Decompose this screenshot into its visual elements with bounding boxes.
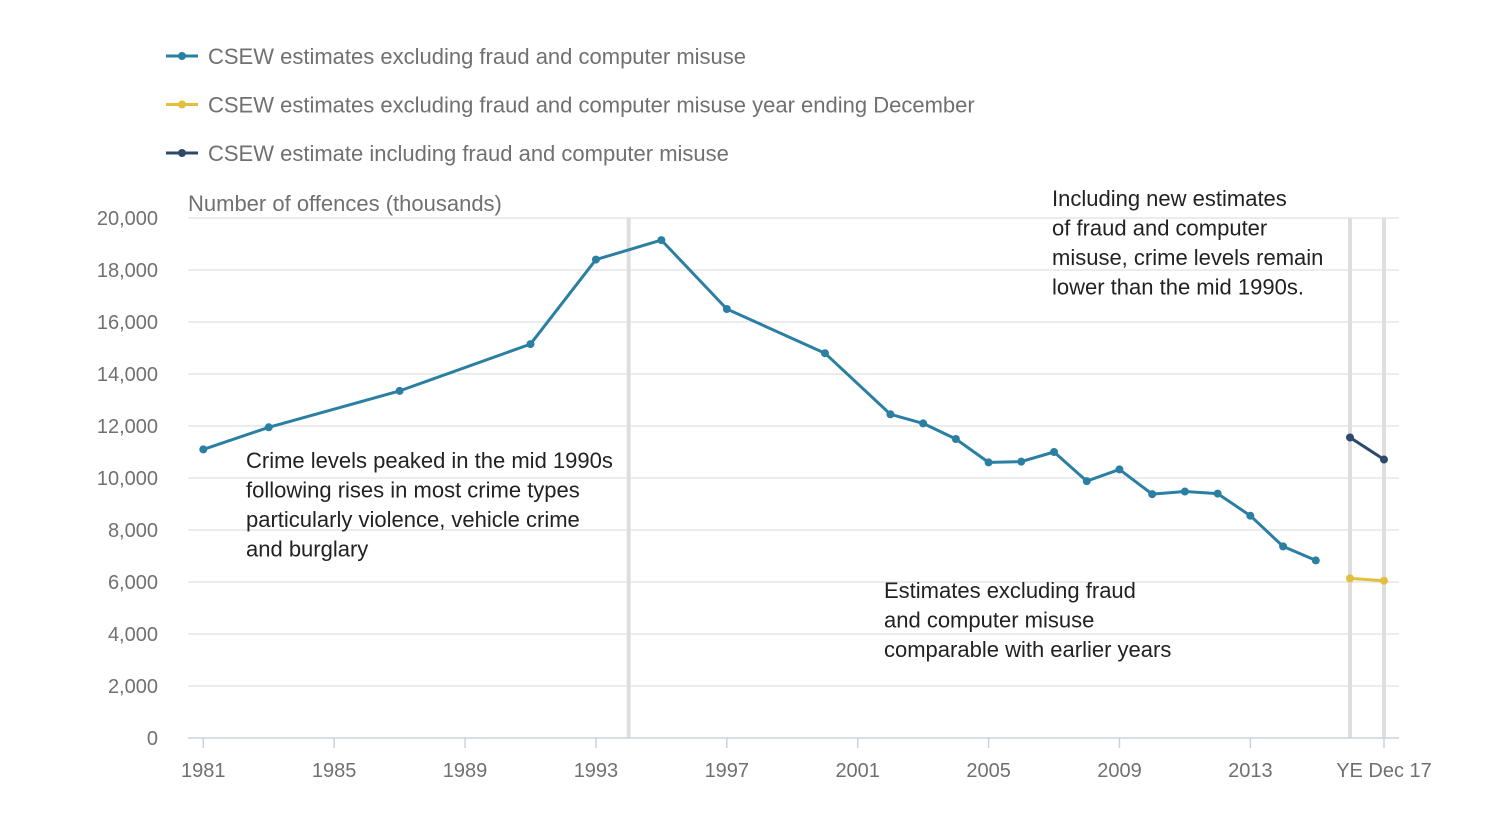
- data-point: [591, 255, 600, 264]
- reference-lines: [626, 218, 1386, 738]
- data-point: [1346, 574, 1354, 583]
- data-point: [1082, 477, 1091, 486]
- annotation-line: of fraud and computer: [1052, 216, 1267, 241]
- x-tick-label: 1997: [705, 760, 750, 782]
- y-tick-label: 4,000: [108, 624, 158, 646]
- data-point: [984, 458, 993, 467]
- y-tick-label: 6,000: [108, 572, 158, 594]
- series-2: [1346, 574, 1388, 585]
- axes: 0 2,000 4,000 6,000 8,000 10,000 12,000 14,000 1…: [97, 208, 1432, 782]
- legend-swatch-point: [178, 149, 186, 157]
- data-point: [951, 435, 960, 443]
- annotation-line: and burglary: [246, 537, 368, 562]
- gridlines: [188, 217, 1399, 687]
- data-point: [1346, 433, 1354, 442]
- y-tick-label: 2,000: [108, 676, 158, 698]
- annotation-line: comparable with earlier years: [884, 637, 1171, 662]
- data-point: [1115, 465, 1124, 474]
- data-point: [526, 340, 535, 349]
- x-tick-label: 1993: [574, 760, 619, 782]
- series-group: [199, 236, 1388, 585]
- data-point: [395, 386, 404, 395]
- series-line: [1348, 435, 1386, 462]
- data-point: [1380, 455, 1388, 464]
- y-tick-label: 20,000: [97, 208, 158, 230]
- x-tick-label: 2009: [1097, 760, 1142, 782]
- data-point: [1246, 511, 1255, 520]
- series-line: [1348, 576, 1386, 583]
- legend-label: CSEW estimates excluding fraud and compu…: [208, 93, 975, 118]
- y-tick-label: 16,000: [97, 312, 158, 334]
- series-3: [1346, 433, 1388, 464]
- data-point: [886, 410, 895, 419]
- annotation-line: Estimates excluding fraud: [884, 578, 1136, 603]
- y-tick-label: 14,000: [97, 364, 158, 386]
- data-point: [1180, 487, 1189, 496]
- data-point: [199, 445, 208, 454]
- data-point: [1213, 489, 1222, 498]
- annotation-line: particularly violence, vehicle crime: [246, 507, 580, 532]
- legend-swatch-point: [178, 100, 186, 109]
- data-point: [1050, 448, 1059, 456]
- annotation-line: lower than the mid 1990s.: [1052, 275, 1304, 300]
- annotation-line: Including new estimates: [1052, 186, 1287, 211]
- annotation-line: following rises in most crime types: [246, 478, 580, 503]
- y-axis-label: Number of offences (thousands): [188, 191, 502, 216]
- y-tick-label: 10,000: [97, 468, 158, 490]
- y-tick-label: 12,000: [97, 416, 158, 438]
- y-tick-label: 18,000: [97, 260, 158, 282]
- x-tick-label: 2001: [835, 760, 880, 782]
- legend-label: CSEW estimates excluding fraud and compu…: [208, 44, 746, 69]
- data-point: [722, 305, 731, 313]
- data-point: [264, 423, 273, 432]
- data-point: [1279, 542, 1288, 551]
- legend-label: CSEW estimate including fraud and comput…: [208, 141, 729, 166]
- annotations: Crime levels peaked in the mid 1990s foll…: [246, 186, 1323, 662]
- series-line: [201, 238, 1318, 562]
- data-point: [1311, 556, 1320, 565]
- annotation-2: Estimates excluding fraud and computer mi…: [884, 578, 1171, 662]
- annotation-line: Crime levels peaked in the mid 1990s: [246, 448, 613, 473]
- x-tick-label: 1985: [312, 760, 357, 782]
- y-tick-label: 0: [147, 728, 158, 750]
- legend-swatch-point: [178, 52, 186, 60]
- data-point: [657, 236, 666, 245]
- x-tick-label: YE Dec 17: [1336, 760, 1432, 782]
- y-tick-label: 8,000: [108, 520, 158, 542]
- annotation-3: Including new estimates of fraud and comp…: [1052, 186, 1323, 300]
- data-point: [1380, 576, 1388, 585]
- data-point: [1017, 457, 1026, 466]
- x-tick-label: 1989: [443, 760, 488, 782]
- x-tick-label: 2005: [966, 760, 1011, 782]
- x-tick-label: 1981: [181, 760, 226, 782]
- series-1: [199, 236, 1320, 565]
- data-point: [1148, 490, 1157, 499]
- annotation-line: and computer misuse: [884, 608, 1094, 633]
- x-tick-label: 2013: [1228, 760, 1273, 782]
- data-point: [820, 349, 829, 358]
- legend: CSEW estimates excluding fraud and compu…: [166, 44, 975, 166]
- annotation-1: Crime levels peaked in the mid 1990s foll…: [246, 448, 613, 562]
- data-point: [919, 419, 928, 428]
- annotation-line: misuse, crime levels remain: [1052, 245, 1323, 270]
